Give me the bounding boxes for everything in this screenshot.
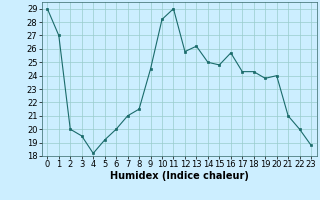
X-axis label: Humidex (Indice chaleur): Humidex (Indice chaleur) — [110, 171, 249, 181]
